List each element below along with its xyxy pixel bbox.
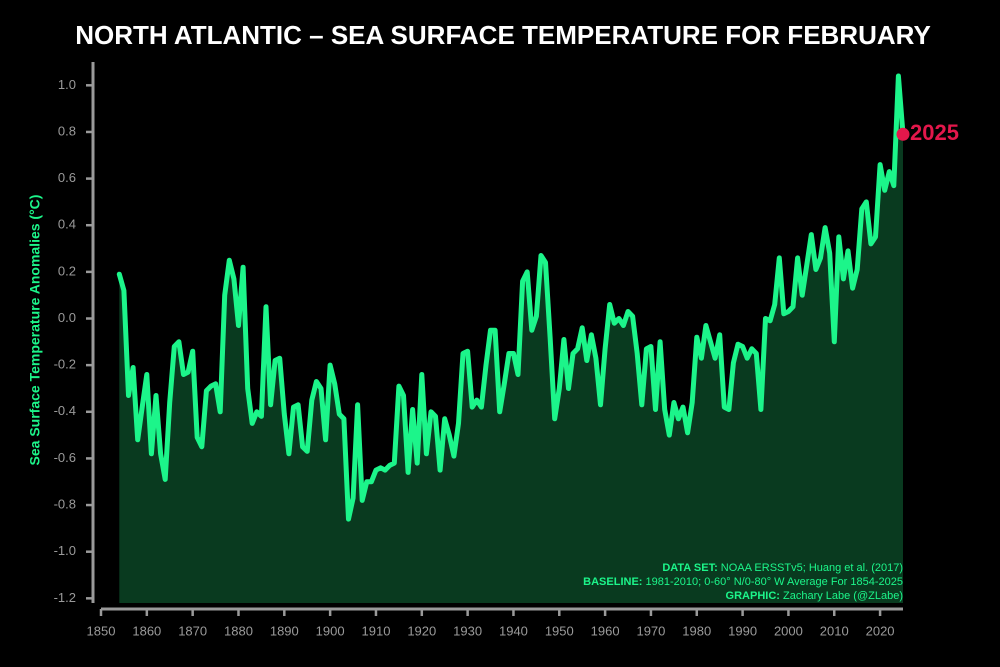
footer-text: NOAA ERSSTv5; Huang et al. (2017) <box>718 562 903 574</box>
x-tick-label: 1850 <box>87 623 116 638</box>
x-tick-label: 2000 <box>774 623 803 638</box>
footer-note: BASELINE: 1981-2010; 0-60° N/0-80° W Ave… <box>583 576 903 588</box>
footer-text: 1981-2010; 0-60° N/0-80° W Average For 1… <box>642 576 903 588</box>
y-tick-label: -0.2 <box>54 357 76 372</box>
footer-key: GRAPHIC: <box>726 590 780 602</box>
area <box>119 76 904 603</box>
x-tick-label: 1930 <box>453 623 482 638</box>
x-tick-label: 1990 <box>728 623 757 638</box>
y-tick-label: -1.0 <box>54 543 76 558</box>
x-tick-label: 1880 <box>224 623 253 638</box>
x-tick-label: 1980 <box>682 623 711 638</box>
x-tick-label: 1940 <box>499 623 528 638</box>
last-point <box>896 127 910 141</box>
footer-key: BASELINE: <box>583 576 642 588</box>
x-tick-label: 1860 <box>132 623 161 638</box>
footer-text: Zachary Labe (@ZLabe) <box>780 590 903 602</box>
line <box>116 73 906 522</box>
annotation: 2025 <box>910 120 959 145</box>
y-tick-label: -1.2 <box>54 590 76 605</box>
x-tick-label: 1920 <box>407 623 436 638</box>
x-tick-label: 1910 <box>362 623 391 638</box>
x-tick-label: 1870 <box>178 623 207 638</box>
y-tick-label: 0.4 <box>58 217 76 232</box>
x-tick-label: 1900 <box>316 623 345 638</box>
x-tick-label: 2020 <box>866 623 895 638</box>
x-tick-label: 1960 <box>591 623 620 638</box>
y-tick-label: -0.8 <box>54 496 76 511</box>
chart-title: NORTH ATLANTIC – SEA SURFACE TEMPERATURE… <box>75 20 931 50</box>
x-tick-label: 1890 <box>270 623 299 638</box>
footer-note: GRAPHIC: Zachary Labe (@ZLabe) <box>726 590 903 602</box>
footer-note: DATA SET: NOAA ERSSTv5; Huang et al. (20… <box>662 562 903 574</box>
y-tick-label: 0.2 <box>58 263 76 278</box>
x-tick-label: 1970 <box>636 623 665 638</box>
y-tick-label: -0.6 <box>54 450 76 465</box>
y-tick-label: -0.4 <box>54 403 76 418</box>
x-tick-label: 1950 <box>545 623 574 638</box>
y-tick-label: 0.8 <box>58 123 76 138</box>
y-tick-label: 1.0 <box>58 77 76 92</box>
y-axis-label: Sea Surface Temperature Anomalies (°C) <box>27 195 43 466</box>
y-tick-label: 0.0 <box>58 310 76 325</box>
x-tick-label: 2010 <box>820 623 849 638</box>
footer-key: DATA SET: <box>662 562 717 574</box>
y-tick-label: 0.6 <box>58 170 76 185</box>
